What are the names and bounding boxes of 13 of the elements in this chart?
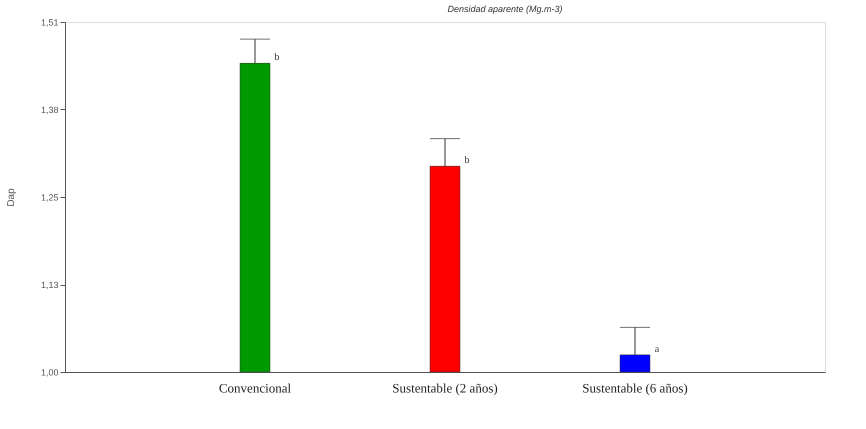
annotation: b [464, 155, 470, 166]
annotation: a [654, 344, 660, 355]
y-tick-label: 1,00 [40, 368, 58, 378]
y-tick-label: 1,38 [40, 105, 58, 115]
y-tick-label: 1,51 [40, 18, 58, 28]
y-tick-label: 1,25 [40, 192, 58, 202]
x-tick-label: Sustentable (2 años) [392, 380, 498, 396]
chart-title: Densidad aparente (Mg.m-3) [447, 4, 563, 14]
y-axis-title: Dap [6, 188, 17, 207]
annotation: b [274, 52, 280, 64]
y-tick-label: 1,13 [40, 280, 58, 290]
x-tick-label: Convencional [218, 380, 292, 396]
x-tick-label: Sustentable (6 años) [582, 380, 688, 396]
